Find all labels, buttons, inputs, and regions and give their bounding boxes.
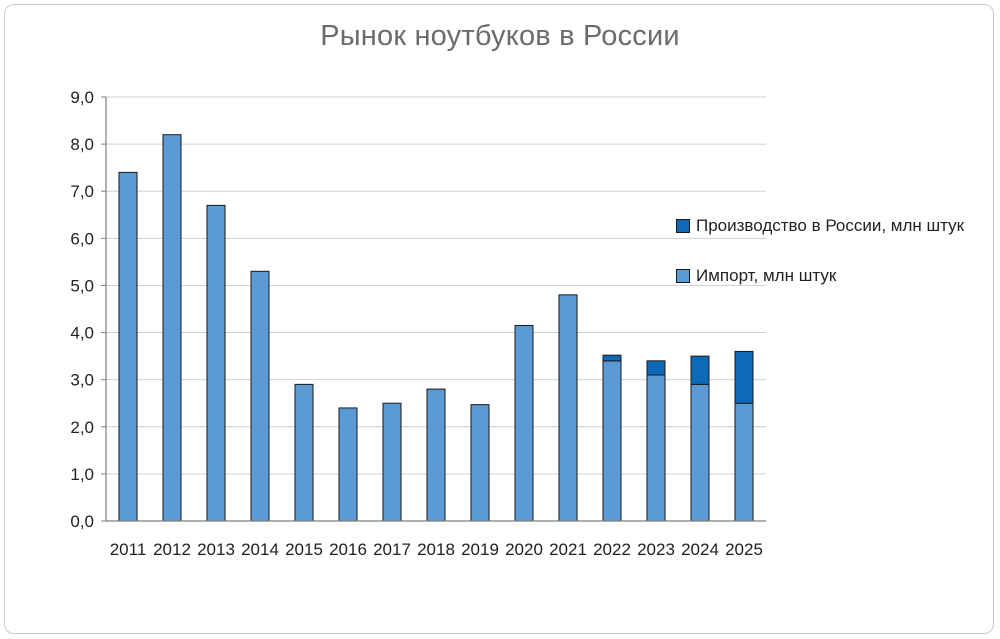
bar-import xyxy=(426,388,446,522)
axes xyxy=(101,96,766,522)
bars xyxy=(118,134,754,522)
legend-item-production: Производство в России, млн штук xyxy=(676,214,964,238)
x-tick-labels: 2011 2012 2013 2014 2015 2016 2017 2018 2019 2020… xyxy=(110,540,763,559)
bar-import xyxy=(382,402,402,522)
bar-import xyxy=(250,270,270,522)
x-tick-label: 2016 xyxy=(329,540,367,559)
bar-import xyxy=(602,360,622,522)
bar-production xyxy=(734,350,754,404)
y-tick-label: 7,0 xyxy=(70,182,94,201)
legend-label-production: Производство в России, млн штук xyxy=(696,216,965,235)
y-tick-label: 8,0 xyxy=(70,135,94,154)
bar-production xyxy=(690,355,710,385)
x-tick-label: 2025 xyxy=(725,540,763,559)
bar-import xyxy=(206,204,226,522)
x-tick-label: 2022 xyxy=(593,540,631,559)
y-tick-label: 5,0 xyxy=(70,276,94,295)
legend-item-import: Импорт, млн штук xyxy=(676,264,964,288)
x-tick-label: 2023 xyxy=(637,540,675,559)
bar-import xyxy=(162,134,182,522)
y-tick-label: 3,0 xyxy=(70,371,94,390)
bar-import xyxy=(294,383,314,522)
x-tick-label: 2012 xyxy=(153,540,191,559)
y-tick-label: 6,0 xyxy=(70,229,94,248)
bar-import xyxy=(470,404,490,522)
x-tick-label: 2011 xyxy=(110,540,147,559)
bar-import xyxy=(558,294,578,522)
bar-import xyxy=(338,407,358,522)
bar-import xyxy=(690,383,710,522)
bar-production xyxy=(602,354,622,362)
bar-import xyxy=(646,374,666,522)
y-tick-label: 0,0 xyxy=(70,512,94,531)
x-tick-label: 2018 xyxy=(417,540,455,559)
legend-swatch-import xyxy=(676,269,690,283)
bar-import xyxy=(734,402,754,522)
y-tick-label: 4,0 xyxy=(70,324,94,343)
x-tick-label: 2020 xyxy=(505,540,543,559)
x-tick-label: 2024 xyxy=(681,540,719,559)
bar-import xyxy=(118,171,138,522)
y-tick-labels: 0,0 1,0 2,0 3,0 4,0 5,0 6,0 7,0 8,0 9,0 xyxy=(70,88,94,531)
legend-swatch-production xyxy=(676,219,690,233)
x-tick-label: 2019 xyxy=(461,540,499,559)
x-tick-label: 2017 xyxy=(373,540,411,559)
legend-label-import: Импорт, млн штук xyxy=(696,266,837,285)
bar-import xyxy=(514,324,534,522)
legend: Производство в России, млн штук Импорт, … xyxy=(676,214,964,314)
y-tick-label: 2,0 xyxy=(70,418,94,437)
chart-title: Рынок ноутбуков в России xyxy=(320,20,680,52)
x-tick-label: 2021 xyxy=(549,540,587,559)
y-tick-label: 9,0 xyxy=(70,88,94,107)
x-tick-label: 2015 xyxy=(285,540,323,559)
y-tick-label: 1,0 xyxy=(70,465,94,484)
x-tick-label: 2013 xyxy=(197,540,235,559)
bar-production xyxy=(646,360,666,376)
x-tick-label: 2014 xyxy=(241,540,279,559)
